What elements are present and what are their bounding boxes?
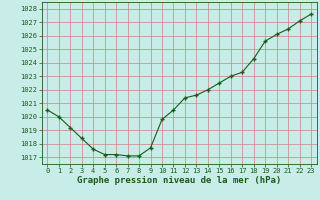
X-axis label: Graphe pression niveau de la mer (hPa): Graphe pression niveau de la mer (hPa) <box>77 176 281 185</box>
